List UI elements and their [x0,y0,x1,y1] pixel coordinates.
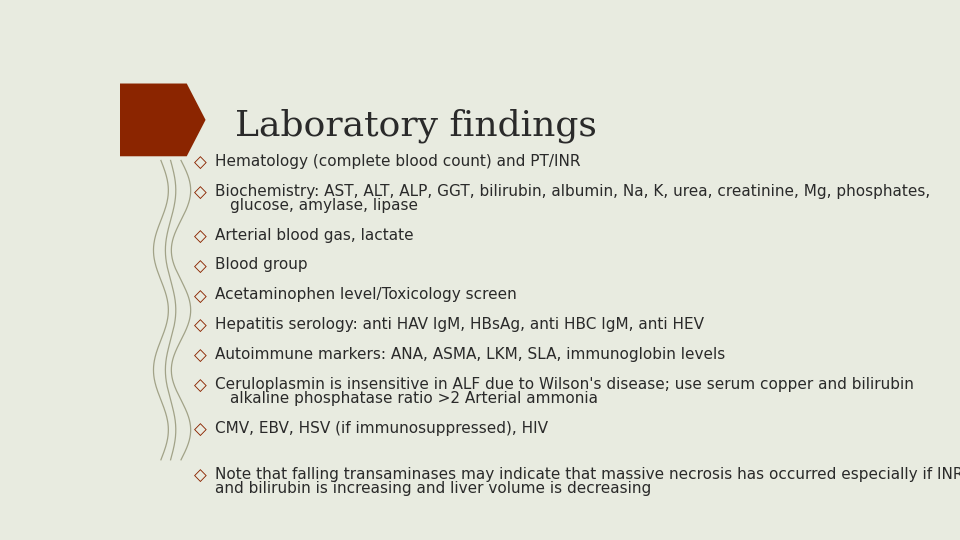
Text: ◇: ◇ [194,467,206,485]
Text: and bilirubin is increasing and liver volume is decreasing: and bilirubin is increasing and liver vo… [215,481,652,496]
Text: ◇: ◇ [194,421,206,438]
Text: ◇: ◇ [194,347,206,365]
Text: glucose, amylase, lipase: glucose, amylase, lipase [230,198,419,213]
Text: ◇: ◇ [194,258,206,275]
Text: ◇: ◇ [194,377,206,395]
Text: ◇: ◇ [194,227,206,246]
Text: Ceruloplasmin is insensitive in ALF due to Wilson's disease; use serum copper an: Ceruloplasmin is insensitive in ALF due … [215,377,914,392]
Text: Hematology (complete blood count) and PT/INR: Hematology (complete blood count) and PT… [215,154,581,169]
Text: ◇: ◇ [194,154,206,172]
Text: Blood group: Blood group [215,258,308,273]
Text: Laboratory findings: Laboratory findings [235,109,597,143]
Polygon shape [120,84,205,156]
Text: ◇: ◇ [194,318,206,335]
Text: alkaline phosphatase ratio >2 Arterial ammonia: alkaline phosphatase ratio >2 Arterial a… [230,391,598,406]
Text: Autoimmune markers: ANA, ASMA, LKM, SLA, immunoglobin levels: Autoimmune markers: ANA, ASMA, LKM, SLA,… [215,347,726,362]
Text: Biochemistry: AST, ALT, ALP, GGT, bilirubin, albumin, Na, K, urea, creatinine, M: Biochemistry: AST, ALT, ALP, GGT, biliru… [215,184,930,199]
Text: Note that falling transaminases may indicate that massive necrosis has occurred : Note that falling transaminases may indi… [215,467,960,482]
Text: Acetaminophen level/Toxicology screen: Acetaminophen level/Toxicology screen [215,287,517,302]
Text: ◇: ◇ [194,287,206,306]
Text: Hepatitis serology: anti HAV IgM, HBsAg, anti HBC IgM, anti HEV: Hepatitis serology: anti HAV IgM, HBsAg,… [215,318,705,332]
Text: CMV, EBV, HSV (if immunosuppressed), HIV: CMV, EBV, HSV (if immunosuppressed), HIV [215,421,548,436]
Text: ◇: ◇ [194,184,206,202]
Text: Arterial blood gas, lactate: Arterial blood gas, lactate [215,227,414,242]
